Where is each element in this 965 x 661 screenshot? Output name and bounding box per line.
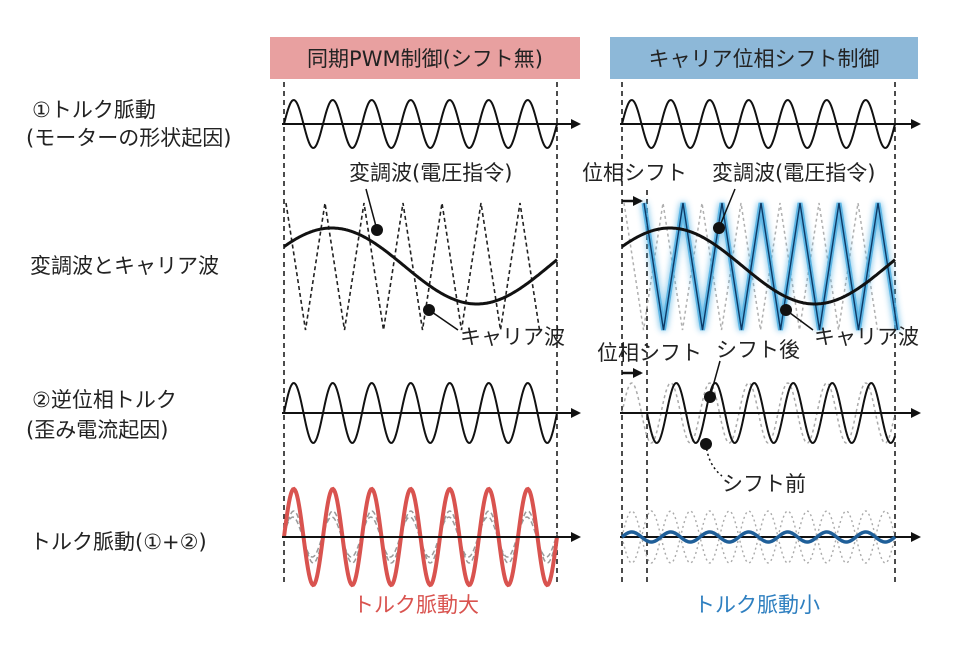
callout-dot-after-shift (704, 391, 716, 403)
row3-right-wave-after-shift (646, 381, 896, 445)
header-left-box (270, 37, 580, 79)
row1-label-line2: (モーターの形状起因) (26, 126, 231, 150)
callout-leader-modulation-left (365, 188, 378, 231)
row4-left-component-1 (283, 510, 558, 564)
modulation-wave-left (283, 226, 558, 306)
label-before-shift: シフト前 (722, 472, 806, 496)
label-modulation-left: 変調波(電圧指令) (349, 161, 512, 185)
label-modulation-right: 変調波(電圧指令) (712, 161, 875, 185)
row4-right-sum-wave (620, 530, 897, 544)
callout-dot-carrier-left (423, 304, 435, 316)
carrier-wave-right-shifted-core (643, 202, 899, 331)
footer-right-label: トルク脈動小 (694, 593, 820, 617)
callout-leader-after-shift (709, 360, 721, 398)
row1-label-line1: ①トルク脈動 (32, 98, 156, 122)
header-left-title: 同期PWM制御(シフト無) (307, 47, 543, 71)
label-carrier-left: キャリア波 (460, 325, 565, 349)
callout-dot-carrier-right (780, 304, 792, 316)
row2-label: 変調波とキャリア波 (30, 254, 219, 278)
label-after-shift: シフト後 (716, 338, 800, 362)
header-right-title: キャリア位相シフト制御 (649, 47, 880, 71)
callout-dot-modulation-left (371, 224, 383, 236)
carrier-wave-left (285, 202, 541, 331)
row3-label-line1: ②逆位相トルク (32, 388, 177, 412)
footer-left-label: トルク脈動大 (353, 593, 479, 617)
row4-label: トルク脈動(①+②) (30, 530, 207, 554)
label-phase-shift-1: 位相シフト (582, 161, 687, 185)
header-right-box (610, 37, 918, 79)
modulation-wave-right (621, 226, 896, 306)
label-phase-shift-2: 位相シフト (597, 341, 702, 365)
callout-leader-modulation-right (718, 188, 736, 229)
callout-dot-modulation-right (713, 222, 725, 234)
label-carrier-right: キャリア波 (814, 325, 919, 349)
callout-dot-before-shift (700, 438, 712, 450)
row3-label-line2: (歪み電流起因) (26, 418, 168, 442)
